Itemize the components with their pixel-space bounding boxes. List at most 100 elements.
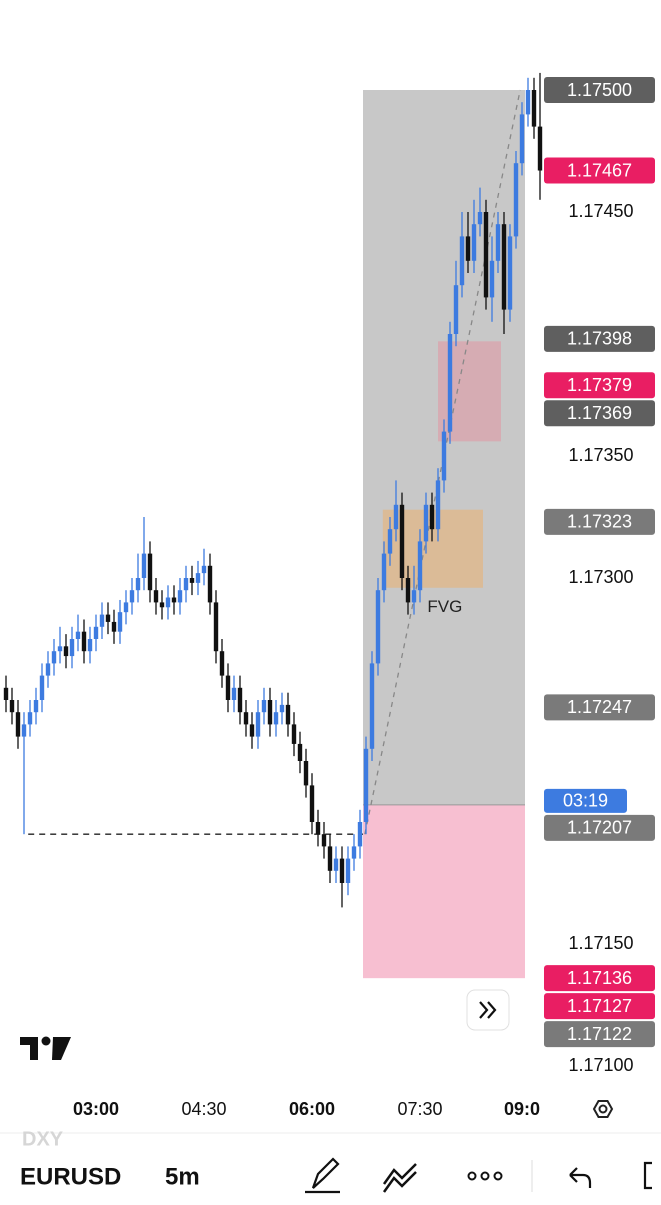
candle-body — [513, 163, 519, 237]
candle-body — [351, 846, 357, 859]
candle-body — [291, 724, 297, 744]
candle-body — [219, 651, 225, 676]
settings-icon[interactable] — [592, 1100, 614, 1118]
candle-body — [531, 90, 537, 127]
candle-body — [243, 712, 249, 725]
candle-body — [231, 687, 237, 700]
y-tick-label: 1.17100 — [568, 1055, 633, 1075]
price-marker-label: 1.17122 — [567, 1024, 632, 1044]
candle-body — [45, 663, 51, 676]
price-marker-label: 1.17398 — [567, 329, 632, 349]
candle-body — [9, 700, 15, 713]
price-marker-label: 1.17207 — [567, 818, 632, 838]
candle-body — [237, 687, 243, 713]
candle-body — [501, 224, 507, 310]
candle-body — [171, 597, 177, 603]
indicators-icon[interactable] — [382, 1163, 417, 1193]
price-marker — [544, 400, 655, 427]
zone — [438, 341, 501, 442]
draw-icon[interactable] — [305, 1157, 340, 1194]
candle-body — [465, 236, 471, 261]
candle-body — [111, 621, 117, 632]
candle-body — [273, 712, 279, 725]
price-marker — [544, 814, 655, 841]
candle-body — [39, 675, 45, 700]
candle-body — [57, 646, 63, 652]
candle-body — [489, 260, 495, 298]
undo-icon[interactable] — [569, 1167, 592, 1188]
y-tick-label: 1.17450 — [568, 201, 633, 221]
candle-body — [477, 212, 483, 225]
y-tick-label: 1.17300 — [568, 567, 633, 587]
candle-body — [33, 700, 39, 713]
y-tick-label: 1.17350 — [568, 445, 633, 465]
candle-body — [393, 504, 399, 530]
fullscreen-icon[interactable] — [643, 1161, 652, 1190]
candle-body — [405, 578, 411, 603]
candle-body — [153, 590, 159, 603]
candle-body — [105, 614, 111, 622]
x-tick-label: 07:30 — [397, 1099, 442, 1119]
plot: FVG 1.17450 1.17350 1.17300 1.17150 1.17100 03… — [3, 72, 655, 1119]
price-marker — [544, 157, 655, 184]
price-marker — [544, 77, 655, 103]
price-marker — [544, 1021, 655, 1048]
candle-body — [441, 431, 447, 481]
candle-body — [327, 846, 333, 871]
candle-body — [321, 834, 327, 847]
candle-body — [495, 224, 501, 261]
candle-body — [207, 565, 213, 603]
x-tick-label: 09:0 — [504, 1099, 540, 1119]
price-marker-label: 1.17127 — [567, 996, 632, 1016]
interval[interactable]: 5m — [165, 1163, 200, 1190]
candle-body — [423, 504, 429, 542]
candle-body — [123, 602, 129, 613]
candle-body — [333, 858, 339, 871]
candle-body — [63, 646, 69, 657]
x-tick-label: 03:00 — [73, 1099, 119, 1119]
candle-body — [75, 631, 81, 639]
candle-body — [369, 663, 375, 749]
candle-body — [165, 597, 171, 608]
candle-body — [201, 565, 207, 574]
comparison-symbol: DXY — [22, 1128, 64, 1150]
candle-body — [177, 590, 183, 603]
candle-body — [387, 529, 393, 554]
candle-body — [87, 639, 93, 652]
scroll-button[interactable] — [466, 989, 510, 1031]
candle-body — [267, 700, 273, 725]
candle-body — [435, 480, 441, 530]
candle-body — [93, 626, 99, 639]
price-marker-label: 1.17379 — [567, 375, 632, 395]
candle-body — [189, 578, 195, 583]
price-marker-label: 1.17500 — [567, 80, 632, 100]
more-icon[interactable] — [467, 1171, 503, 1181]
candle-body — [117, 612, 123, 632]
candle-body — [297, 743, 303, 761]
candle-body — [15, 712, 21, 737]
candle-body — [285, 704, 291, 725]
candle-body — [69, 639, 75, 657]
price-marker-label: 1.17467 — [567, 160, 632, 180]
candle-body — [507, 236, 513, 310]
candle-body — [51, 651, 57, 664]
candle-body — [249, 724, 255, 737]
candle-body — [357, 822, 363, 847]
candle-body — [381, 553, 387, 591]
candle-body — [537, 126, 543, 171]
candle-body — [183, 578, 189, 591]
candle-body — [99, 614, 105, 627]
candle-body — [345, 858, 351, 883]
candle-body — [3, 687, 9, 700]
symbol[interactable]: EURUSD — [20, 1163, 121, 1190]
candle-body — [447, 334, 453, 432]
candle-body — [159, 602, 165, 608]
logo — [20, 1036, 71, 1060]
countdown-box — [544, 788, 627, 813]
price-marker — [544, 325, 655, 352]
price-marker — [544, 965, 655, 992]
candle-body — [147, 553, 153, 591]
price-marker-label: 1.17136 — [567, 968, 632, 988]
